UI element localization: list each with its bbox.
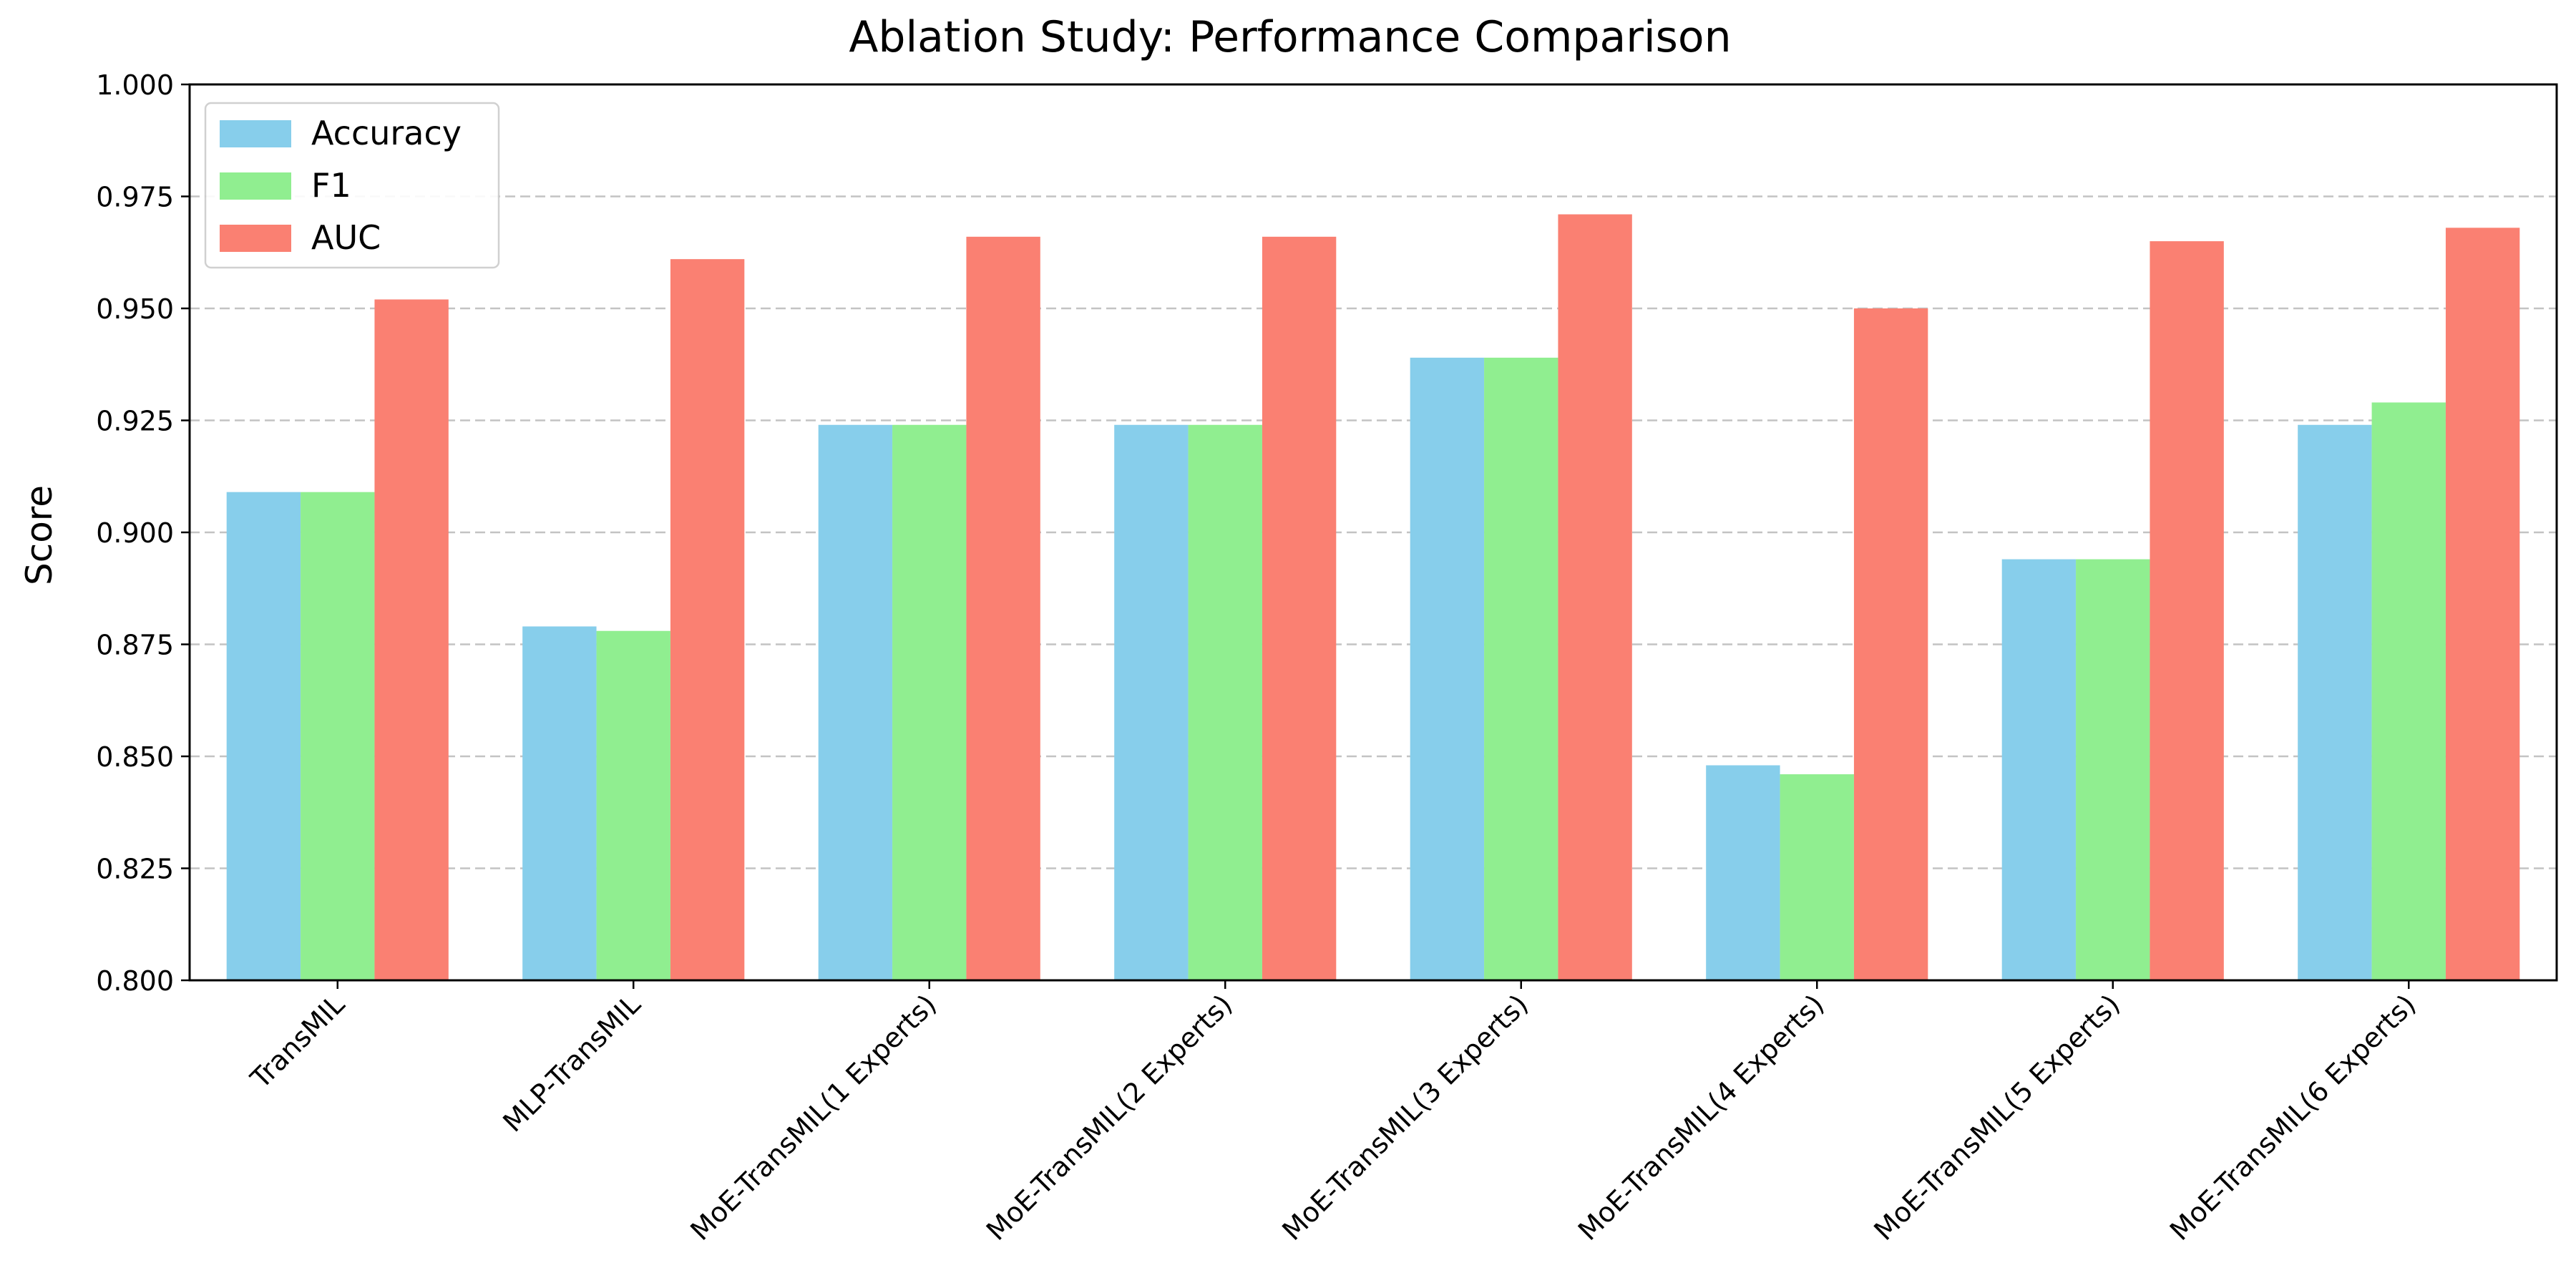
y-tick-label: 0.825	[96, 854, 174, 885]
y-tick-label: 0.975	[96, 182, 174, 213]
bar-auc-7	[2150, 241, 2224, 981]
bar-accuracy-7	[2001, 559, 2077, 980]
bar-f1-8	[2371, 402, 2446, 980]
bar-accuracy-1	[226, 492, 301, 980]
bar-accuracy-3	[818, 424, 893, 980]
bar-accuracy-5	[1410, 357, 1485, 980]
bar-f1-7	[2076, 559, 2150, 980]
legend-label-f1: F1	[311, 166, 351, 205]
y-axis-label: Score	[19, 485, 60, 585]
plot-frame	[188, 83, 2558, 982]
x-tick-label: MoE-TransMIL(6 Experts)	[2164, 988, 2422, 1246]
bar-f1-6	[1780, 774, 1854, 980]
bar-f1-3	[892, 424, 967, 980]
legend-label-accuracy: Accuracy	[311, 114, 462, 152]
y-tick-label: 0.875	[96, 630, 174, 661]
bar-accuracy-2	[522, 626, 597, 980]
bar-auc-3	[966, 236, 1040, 981]
chart-title: Ablation Study: Performance Comparison	[849, 12, 1731, 62]
y-tick-label: 1.000	[96, 69, 174, 101]
bar-auc-2	[670, 259, 745, 980]
bar-auc-1	[374, 299, 449, 981]
legend-swatch-auc	[220, 225, 291, 252]
bar-f1-5	[1484, 357, 1558, 980]
bars	[226, 214, 2520, 981]
bar-auc-8	[2445, 228, 2520, 980]
x-tick-label: MoE-TransMIL(2 Experts)	[980, 988, 1239, 1246]
y-tick-label: 0.950	[96, 293, 174, 325]
legend: Accuracy F1 AUC	[204, 102, 500, 269]
bar-accuracy-4	[1114, 424, 1189, 980]
x-tick-label: MoE-TransMIL(5 Experts)	[1868, 988, 2126, 1246]
x-tick-label: MoE-TransMIL(3 Experts)	[1276, 988, 1534, 1246]
y-tick-label: 0.800	[96, 965, 174, 997]
bar-auc-4	[1262, 236, 1337, 981]
bar-f1-1	[301, 492, 375, 980]
y-tick-label: 0.925	[96, 406, 174, 437]
bar-auc-5	[1558, 214, 1632, 980]
y-tick-label: 0.850	[96, 741, 174, 773]
x-tick-label: MoE-TransMIL(4 Experts)	[1572, 988, 1830, 1246]
bar-auc-6	[1853, 308, 1928, 980]
legend-label-auc: AUC	[311, 218, 381, 257]
bar-accuracy-6	[1706, 765, 1780, 980]
bar-f1-4	[1188, 424, 1262, 980]
x-tick-label: TransMIL	[244, 988, 351, 1095]
legend-swatch-f1	[220, 172, 291, 200]
bar-accuracy-8	[2298, 424, 2372, 980]
legend-swatch-accuracy	[220, 120, 291, 147]
x-tick-label: MoE-TransMIL(1 Experts)	[684, 988, 942, 1246]
x-tick-label: MLP-TransMIL	[497, 988, 646, 1138]
y-tick-label: 0.900	[96, 517, 174, 549]
bar-f1-2	[596, 630, 670, 980]
